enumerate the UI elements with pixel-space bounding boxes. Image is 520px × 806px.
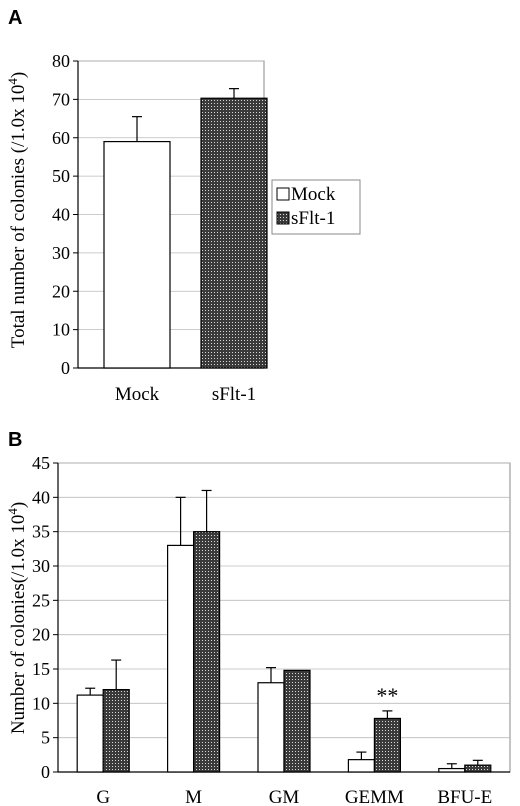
y-tick-label: 0 <box>41 762 50 782</box>
y-tick-label: 60 <box>52 128 70 148</box>
legend-swatch-sflt1 <box>276 211 290 225</box>
legend-label-sflt1: sFlt-1 <box>291 208 335 229</box>
x-tick-label: GEMM <box>345 787 404 806</box>
bar-mock <box>103 140 171 369</box>
y-tick-label: 35 <box>32 522 50 542</box>
y-tick-label: 40 <box>32 487 50 507</box>
panel-b-letter: B <box>8 429 22 451</box>
y-tick-label: 10 <box>32 693 50 713</box>
y-tick-label: 15 <box>32 659 50 679</box>
bar-gemm-sflt-1 <box>373 717 401 773</box>
y-tick-label: 30 <box>52 243 70 263</box>
y-tick-label: 40 <box>52 205 70 225</box>
legend-label-mock: Mock <box>291 184 336 205</box>
x-tick-label: GM <box>269 787 300 806</box>
x-tick-label: BFU-E <box>437 787 492 806</box>
x-tick-label: G <box>96 787 110 806</box>
x-tick-label: Mock <box>115 384 160 405</box>
panel-a-y-axis-label: Total number of colonies (/1.0x 104) <box>5 72 29 348</box>
bar-g-sflt-1 <box>102 688 130 773</box>
bar-bfu-e-sflt-1 <box>464 764 492 773</box>
y-tick-label: 25 <box>32 590 50 610</box>
y-tick-label: 20 <box>32 625 50 645</box>
bar-m-mock <box>167 544 195 773</box>
bar-gm-mock <box>257 682 285 773</box>
y-tick-label: 10 <box>52 320 70 340</box>
panel-a-legend: Mock sFlt-1 <box>271 179 361 235</box>
y-tick-label: 45 <box>32 453 50 473</box>
x-tick-label: sFlt-1 <box>212 384 256 405</box>
bar-gm-sflt-1 <box>283 669 311 773</box>
bar-gemm-mock <box>347 759 375 773</box>
y-tick-label: 30 <box>32 556 50 576</box>
bar-m-sflt-1 <box>193 531 221 773</box>
x-tick-label: M <box>185 787 202 806</box>
panel-b-chart: Number of colonies(/1.0x 104) 0 5 10 15 20 25… <box>5 453 511 806</box>
y-tick-label: 20 <box>52 281 70 301</box>
y-tick-label: 0 <box>61 358 70 378</box>
y-tick-label: 50 <box>52 166 70 186</box>
panel-a-chart: Total number of colonies (/1.0x 104) Moc… <box>5 51 361 405</box>
legend-swatch-mock <box>276 187 290 201</box>
y-tick-label: 5 <box>41 728 50 748</box>
bar-sflt-1 <box>200 97 268 369</box>
panel-a-letter: A <box>8 7 22 29</box>
significance-annotation: ** <box>376 683 398 708</box>
bar-bfu-e-mock <box>438 767 466 773</box>
y-tick-label: 70 <box>52 89 70 109</box>
y-tick-label: 80 <box>52 51 70 71</box>
panel-b-y-axis-label: Number of colonies(/1.0x 104) <box>5 502 29 734</box>
bar-g-mock <box>76 694 104 773</box>
